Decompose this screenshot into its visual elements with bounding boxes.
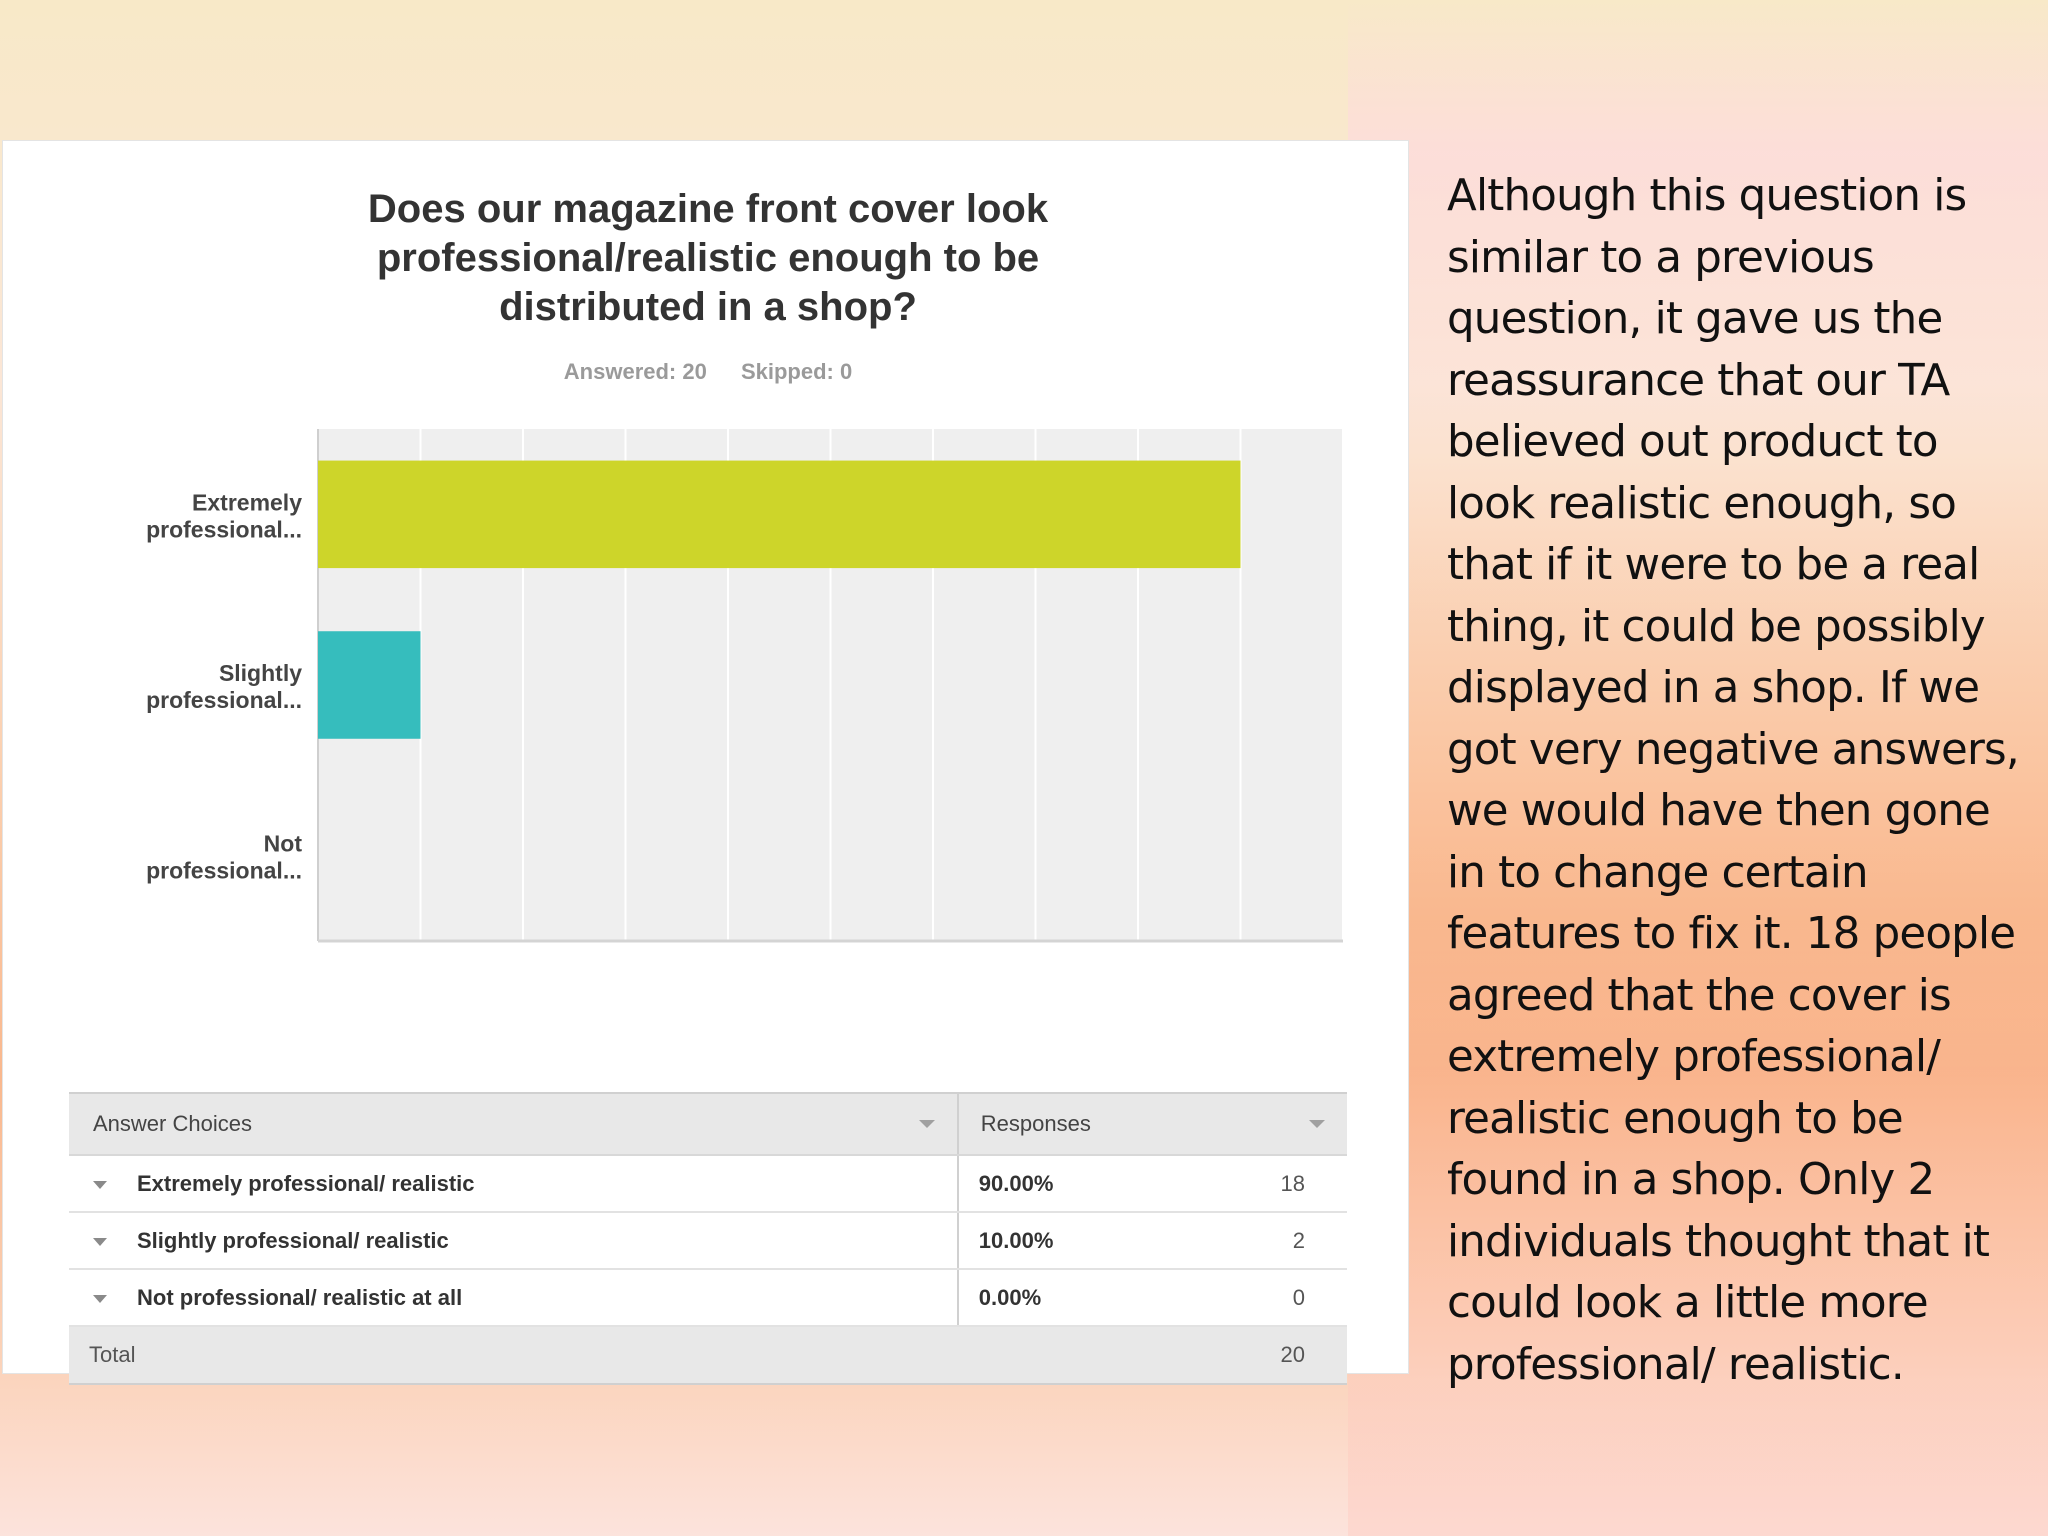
- category-label: Extremely professional...: [146, 489, 302, 542]
- background-glow: [1348, 0, 2048, 1536]
- table-row: Slightly professional/ realistic 10.00% …: [69, 1212, 1347, 1270]
- category-label: Slightly professional...: [146, 660, 302, 713]
- responses-header[interactable]: Responses: [956, 1092, 1347, 1156]
- bar-chart: Extremely professional... Slightly professi…: [146, 429, 1344, 943]
- chart-title: Does our magazine front cover look profe…: [367, 187, 1049, 329]
- category-label: Not professional...: [146, 831, 302, 884]
- expand-caret-icon[interactable]: [93, 1180, 107, 1189]
- expand-caret-icon[interactable]: [93, 1294, 107, 1303]
- response-percent: 0.00%: [956, 1269, 1200, 1327]
- table-row: Extremely professional/ realistic 90.00%…: [69, 1155, 1347, 1213]
- response-count: 0: [1199, 1269, 1347, 1327]
- answer-choice-cell: Not professional/ realistic at all: [69, 1269, 958, 1327]
- total-value: 20: [1199, 1326, 1347, 1385]
- response-count: 18: [1199, 1155, 1347, 1213]
- table-row: Not professional/ realistic at all 0.00%…: [69, 1269, 1347, 1327]
- bar-mark: [318, 460, 1241, 569]
- table-header-row: Answer Choices Responses: [69, 1092, 1347, 1156]
- response-summary: Answered: 20 Skipped: 0: [293, 359, 1123, 385]
- expand-caret-icon[interactable]: [93, 1237, 107, 1246]
- response-count: 2: [1199, 1212, 1347, 1270]
- response-percent: 10.00%: [956, 1212, 1200, 1270]
- skipped-count: Skipped: 0: [740, 359, 853, 384]
- bar-mark: [318, 631, 421, 739]
- response-percent: 90.00%: [956, 1155, 1200, 1213]
- answered-count: Answered: 20: [563, 359, 707, 384]
- total-label: Total: [69, 1326, 1200, 1385]
- sort-caret-icon[interactable]: [918, 1120, 935, 1128]
- commentary-text: Although this question is similar to a p…: [1447, 171, 2020, 1390]
- total-row: Total 20: [69, 1326, 1347, 1385]
- survey-result-panel: Does our magazine front cover look profe…: [2, 140, 1409, 1385]
- answer-choice-cell: Slightly professional/ realistic: [69, 1212, 958, 1270]
- sort-caret-icon[interactable]: [1309, 1120, 1325, 1128]
- answer-choice-cell: Extremely professional/ realistic: [69, 1155, 958, 1213]
- answers-table: Answer Choices Responses Extremely profe…: [69, 1092, 1347, 1385]
- answer-choices-header[interactable]: Answer Choices: [69, 1092, 958, 1156]
